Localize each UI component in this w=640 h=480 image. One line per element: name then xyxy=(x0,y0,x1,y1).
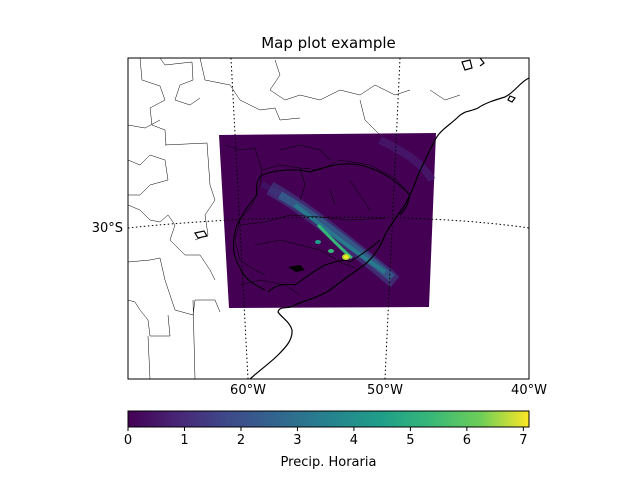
lon-label-40w: 40°W xyxy=(511,383,547,398)
colorbar-tick-label: 6 xyxy=(463,433,471,448)
colorbar-label: Precip. Horaria xyxy=(280,455,377,470)
map-area[interactable] xyxy=(128,58,529,379)
precipitation-field xyxy=(219,133,436,308)
political-borders xyxy=(128,58,461,379)
lon-label-60w: 60°W xyxy=(230,383,266,398)
lake xyxy=(194,230,208,239)
coastline xyxy=(249,58,529,379)
colorbar-tick-label: 2 xyxy=(237,433,245,448)
colorbar-tick-label: 5 xyxy=(406,433,414,448)
map-frame xyxy=(127,57,530,380)
lat-label-30s: 30°S xyxy=(92,221,123,236)
lon-label-50w: 50°W xyxy=(367,383,403,398)
colorbar-tick-label: 0 xyxy=(124,433,132,448)
rain-band-core xyxy=(293,203,387,274)
gridlines xyxy=(128,58,529,379)
colorbar-tick-label: 4 xyxy=(350,433,358,448)
colorbar-frame xyxy=(127,410,530,428)
colorbar-ticks: 0 1 2 3 4 5 6 7 xyxy=(124,427,527,448)
colorbar-tick-label: 7 xyxy=(519,433,527,448)
colorbar-tick-label: 3 xyxy=(293,433,301,448)
lagoon xyxy=(288,265,305,272)
colorbar-gradient xyxy=(128,411,529,427)
national-borders xyxy=(233,163,411,293)
colorbar: 0 1 2 3 4 5 6 7 xyxy=(124,410,530,448)
map-title: Map plot example xyxy=(261,34,396,52)
colorbar-tick-label: 1 xyxy=(180,433,188,448)
